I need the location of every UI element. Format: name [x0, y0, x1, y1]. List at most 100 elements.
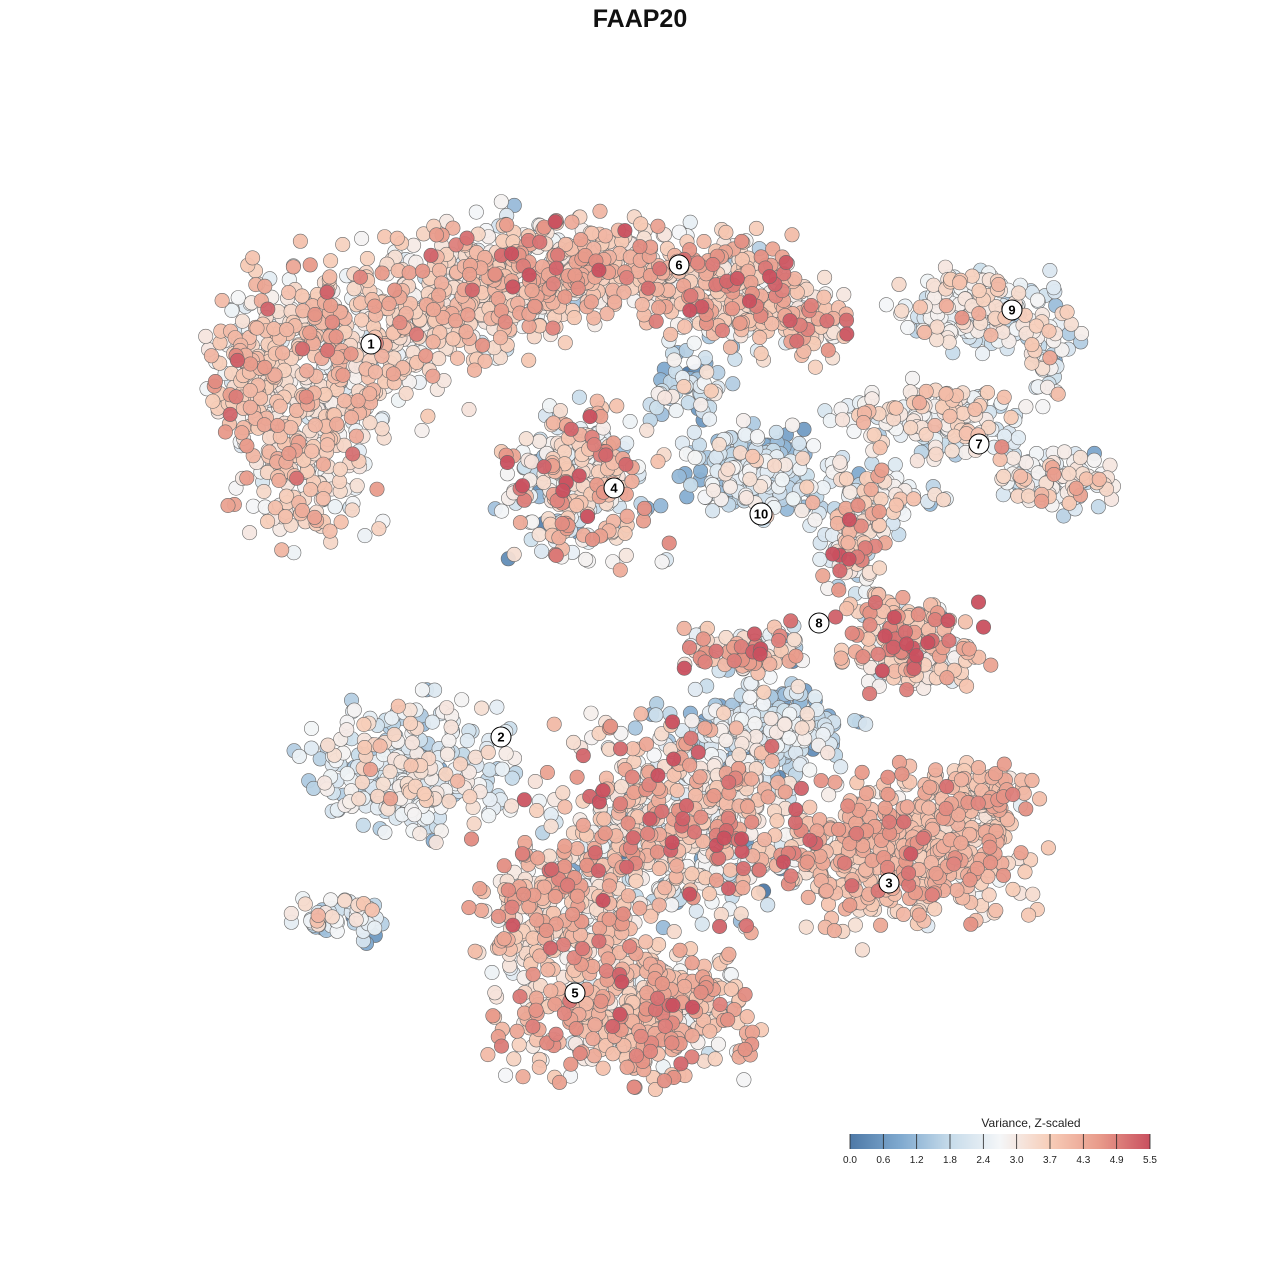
cell-point [367, 364, 383, 380]
cell-point [441, 733, 457, 749]
cell-point [991, 276, 1007, 292]
cell-point [840, 535, 856, 551]
cell-point [971, 283, 987, 299]
cell-point [742, 689, 758, 705]
cell-point [449, 350, 465, 366]
cell-point [1003, 409, 1019, 425]
cell-point [725, 376, 741, 392]
cell-point [303, 740, 319, 756]
cell-point [1059, 304, 1075, 320]
cell-point [769, 813, 785, 829]
cell-point [515, 1069, 531, 1085]
cell-point [406, 807, 422, 823]
cell-point [1042, 262, 1058, 278]
cell-point [512, 515, 528, 531]
cell-point [833, 650, 849, 666]
cell-point [817, 269, 833, 285]
cell-point [351, 791, 367, 807]
cell-point [245, 250, 261, 266]
cell-point [711, 436, 727, 452]
cell-point [927, 417, 943, 433]
cell-point [699, 364, 715, 380]
cell-point [315, 456, 331, 472]
cell-point [390, 698, 406, 714]
cell-point [944, 443, 960, 459]
cell-point [438, 766, 454, 782]
cell-point [431, 262, 447, 278]
cell-point [666, 352, 682, 368]
cell-point [1010, 430, 1026, 446]
cell-point [235, 313, 251, 329]
cell-point [895, 906, 911, 922]
cell-point [784, 417, 800, 433]
cell-point [677, 319, 693, 335]
cell-point [609, 398, 625, 414]
cell-point [592, 203, 608, 219]
cell-point [663, 326, 679, 342]
cell-point [425, 334, 441, 350]
cell-point [1021, 907, 1037, 923]
cell-point [412, 826, 428, 842]
cell-point [996, 389, 1012, 405]
cell-point [377, 229, 393, 245]
cell-point [203, 348, 219, 364]
cell-point [949, 882, 965, 898]
cell-point [912, 299, 928, 315]
cell-point [281, 284, 297, 300]
cell-point [531, 1059, 547, 1075]
cell-point [492, 330, 508, 346]
cell-point [272, 398, 288, 414]
cell-point [732, 445, 748, 461]
cell-point [531, 527, 547, 543]
cell-point [612, 562, 628, 578]
cell-point [951, 275, 967, 291]
cell-point [888, 497, 904, 513]
points-layer [198, 194, 1122, 1098]
cell-point [790, 679, 806, 695]
cell-point [534, 543, 550, 559]
cell-point [452, 756, 468, 772]
cell-point [648, 707, 664, 723]
cell-point [266, 321, 282, 337]
cell-point [1061, 466, 1077, 482]
cell-point [461, 401, 477, 417]
cell-point [489, 699, 505, 715]
cell-point [1074, 325, 1090, 341]
cell-point [632, 900, 648, 916]
cell-point [1057, 444, 1073, 460]
cell-point [583, 705, 599, 721]
cell-point [971, 306, 987, 322]
cell-point [565, 734, 581, 750]
cell-point [349, 478, 365, 494]
cell-point [555, 785, 571, 801]
cell-point [906, 491, 922, 507]
cell-point [953, 772, 969, 788]
cell-point [745, 448, 761, 464]
cell-point [1030, 465, 1046, 481]
cell-point [643, 908, 659, 924]
cell-point [1040, 379, 1056, 395]
cell-point [445, 331, 461, 347]
cell-point [800, 889, 816, 905]
cell-point [348, 428, 364, 444]
cell-point [1020, 488, 1036, 504]
cell-point [967, 401, 983, 417]
cell-point [1013, 468, 1029, 484]
cell-point [909, 453, 925, 469]
cell-point [494, 503, 510, 519]
cell-point [687, 450, 703, 466]
cell-point [374, 348, 390, 364]
cell-point [812, 551, 828, 567]
cell-point [878, 297, 894, 313]
cell-point [441, 793, 457, 809]
cell-point [694, 916, 710, 932]
cell-point [798, 919, 814, 935]
cell-point [335, 237, 351, 253]
cell-point [428, 834, 444, 850]
cell-point [506, 1051, 522, 1067]
cell-point [970, 760, 986, 776]
cell-point [805, 495, 821, 511]
cell-point [498, 746, 514, 762]
cell-point [242, 382, 258, 398]
cell-point [842, 484, 858, 500]
